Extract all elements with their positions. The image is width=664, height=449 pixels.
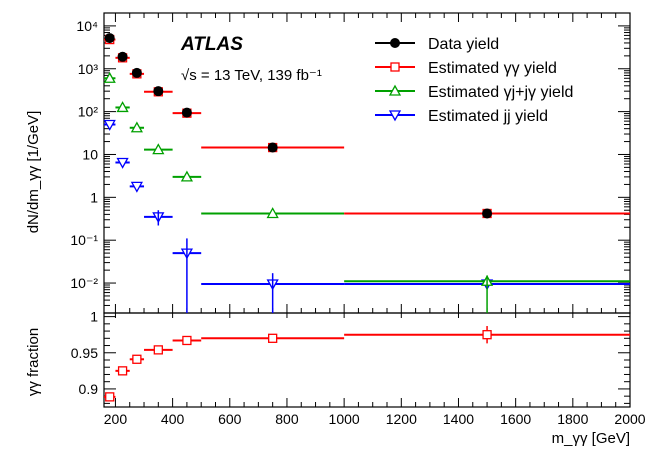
legend-label: Estimated γγ yield (428, 60, 557, 77)
legend: Data yield Estimated γγ yield Estimated γj… (375, 36, 573, 125)
data-point (181, 107, 192, 118)
y-tick-label: 10 (82, 146, 98, 162)
data-point (116, 101, 129, 113)
y-tick-label: 10⁴ (76, 18, 98, 34)
energy-label: √s = 13 TeV, 139 fb⁻¹ (181, 67, 322, 84)
data-point (266, 207, 279, 219)
y-tick-label: 0.9 (79, 381, 99, 397)
y-tick-label: 1 (90, 309, 98, 325)
x-tick-label: 2000 (614, 411, 645, 427)
y-tick-label: 1 (90, 189, 98, 205)
x-tick-label: 400 (161, 411, 185, 427)
data-point (180, 170, 194, 182)
data-point (116, 157, 129, 169)
legend-label: Estimated γj+jγ yield (428, 84, 573, 101)
y-tick-label: 10⁻¹ (70, 232, 98, 248)
upper-panel-frame (103, 12, 631, 314)
data-point (132, 354, 142, 364)
lower-y-axis-title: γγ fraction (25, 328, 42, 396)
legend-entry: Estimated γj+jγ yield (375, 84, 573, 101)
data-point (152, 143, 165, 155)
legend-marker (390, 62, 400, 72)
legend-marker (388, 110, 402, 122)
data-point (153, 86, 164, 97)
lower-data-marks (104, 326, 630, 402)
data-point (104, 33, 115, 44)
legend-marker (388, 84, 402, 96)
upper-y-axis-title: dN/dm_γγ [1/GeV] (25, 111, 42, 234)
legend-marker (390, 38, 400, 48)
y-tick-label: 0.95 (71, 345, 98, 361)
data-point (268, 333, 278, 343)
data-point (130, 181, 143, 193)
x-tick-label: 1000 (329, 411, 360, 427)
x-tick-label: 800 (275, 411, 299, 427)
tick-labels: 200 400 600 800 1000 1200 1400 1600 1800 2000 10⁴ 1… (70, 18, 645, 427)
lower-panel-frame (103, 312, 631, 408)
y-tick-label: 10⁻² (70, 275, 98, 291)
experiment-label: ATLAS (180, 34, 243, 55)
data-point (182, 335, 192, 346)
x-axis-title: m_γγ [GeV] (552, 430, 630, 447)
data-point (131, 67, 142, 78)
data-point (103, 119, 116, 131)
legend-label: Data yield (428, 36, 499, 53)
legend-entry: Data yield (375, 36, 499, 53)
y-tick-label: 10³ (78, 61, 99, 77)
legend-label: Estimated jj yield (428, 108, 548, 125)
x-tick-label: 1800 (557, 411, 588, 427)
x-tick-label: 600 (218, 411, 242, 427)
data-point (117, 51, 128, 62)
legend-entry: Estimated γγ yield (375, 60, 557, 77)
data-point (153, 345, 163, 355)
data-point (117, 366, 128, 376)
data-point (482, 330, 492, 340)
upper-axis-ticks (104, 12, 631, 314)
data-point (103, 71, 116, 83)
x-tick-label: 200 (104, 411, 128, 427)
upper-data-marks (103, 33, 630, 313)
y-tick-label: 10² (78, 104, 99, 120)
legend-entry: Estimated jj yield (375, 108, 548, 125)
x-tick-label: 1400 (443, 411, 474, 427)
data-point (105, 392, 115, 402)
data-point (130, 121, 143, 133)
x-tick-label: 1600 (500, 411, 531, 427)
lower-axis-ticks (104, 313, 631, 407)
x-tick-label: 1200 (386, 411, 417, 427)
